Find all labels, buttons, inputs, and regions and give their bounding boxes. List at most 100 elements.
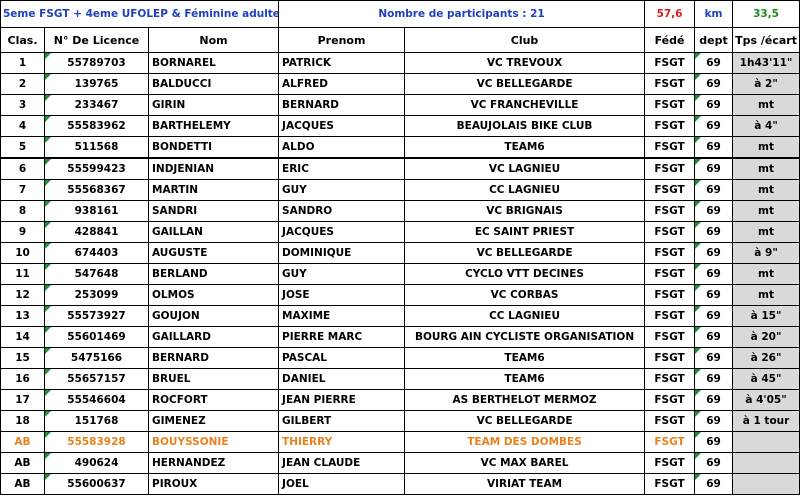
- cell-tps: mt: [732, 284, 800, 306]
- cell-tps: mt: [732, 157, 800, 180]
- cell-prenom: PIERRE MARC: [278, 326, 406, 348]
- cell-fede: FSGT: [644, 94, 696, 116]
- cell-licence: 55583928: [44, 431, 149, 453]
- cell-licence: 5475166: [44, 347, 149, 369]
- cell-tps: [732, 452, 800, 474]
- cell-dept: 69: [694, 431, 734, 453]
- cell-club: EC SAINT PRIEST: [404, 221, 646, 243]
- cell-nom: INDJENIAN: [147, 157, 280, 180]
- cell-licence: 547648: [44, 263, 149, 285]
- table-row: 15 5475166 BERNARD PASCAL TEAM6 FSGT 69 à 26": [0, 347, 800, 369]
- cell-clas: AB: [0, 452, 45, 474]
- cell-clas: 12: [0, 284, 45, 306]
- cell-licence: 151768: [44, 410, 149, 432]
- cell-fede: FSGT: [644, 179, 696, 201]
- cell-dept: 69: [694, 115, 734, 137]
- col-header-licence: N° De Licence: [44, 27, 149, 53]
- table-row: AB 490624 HERNANDEZ JEAN CLAUDE VC MAX BAREL…: [0, 452, 800, 474]
- average-speed: 33,5: [732, 0, 800, 28]
- cell-nom: GIRIN: [147, 94, 280, 116]
- cell-club: CC LAGNIEU: [404, 305, 646, 327]
- cell-dept: 69: [694, 179, 734, 201]
- cell-nom: BERLAND: [147, 263, 280, 285]
- table-row: 6 55599423 INDJENIAN ERIC VC LAGNIEU FSGT 69 mt: [0, 157, 800, 180]
- col-header-prenom: Prenom: [278, 27, 406, 53]
- cell-club: VC BELLEGARDE: [404, 410, 646, 432]
- cell-nom: AUGUSTE: [147, 242, 280, 264]
- cell-tps: mt: [732, 136, 800, 159]
- cell-tps: à 45": [732, 368, 800, 390]
- cell-club: VC BRIGNAIS: [404, 200, 646, 222]
- cell-clas: 14: [0, 326, 45, 348]
- cell-nom: GOUJON: [147, 305, 280, 327]
- cell-tps: à 1 tour: [732, 410, 800, 432]
- cell-licence: 55600637: [44, 473, 149, 495]
- cell-tps: à 26": [732, 347, 800, 369]
- cell-clas: 5: [0, 136, 45, 159]
- cell-dept: 69: [694, 157, 734, 180]
- cell-dept: 69: [694, 473, 734, 495]
- cell-licence: 55601469: [44, 326, 149, 348]
- cell-dept: 69: [694, 136, 734, 159]
- table-row: 10 674403 AUGUSTE DOMINIQUE VC BELLEGARDE FSG…: [0, 242, 800, 264]
- cell-nom: MARTIN: [147, 179, 280, 201]
- cell-tps: à 9": [732, 242, 800, 264]
- cell-licence: 428841: [44, 221, 149, 243]
- table-row: 13 55573927 GOUJON MAXIME CC LAGNIEU FSGT 69 à …: [0, 305, 800, 327]
- cell-fede: FSGT: [644, 284, 696, 306]
- cell-clas: 18: [0, 410, 45, 432]
- table-row: 5 511568 BONDETTI ALDO TEAM6 FSGT 69 mt: [0, 136, 800, 159]
- cell-club: CYCLO VTT DECINES: [404, 263, 646, 285]
- cell-prenom: JOSE: [278, 284, 406, 306]
- cell-fede: FSGT: [644, 221, 696, 243]
- cell-tps: mt: [732, 200, 800, 222]
- cell-clas: 7: [0, 179, 45, 201]
- cell-nom: HERNANDEZ: [147, 452, 280, 474]
- cell-licence: 55546604: [44, 389, 149, 411]
- cell-nom: BONDETTI: [147, 136, 280, 159]
- cell-clas: 11: [0, 263, 45, 285]
- cell-club: VC CORBAS: [404, 284, 646, 306]
- cell-clas: 3: [0, 94, 45, 116]
- cell-dept: 69: [694, 410, 734, 432]
- cell-club: BOURG AIN CYCLISTE ORGANISATION: [404, 326, 646, 348]
- cell-tps: à 15": [732, 305, 800, 327]
- cell-nom: BARTHELEMY: [147, 115, 280, 137]
- cell-prenom: JOEL: [278, 473, 406, 495]
- cell-tps: à 4": [732, 115, 800, 137]
- cell-tps: [732, 431, 800, 453]
- cell-club: TEAM6: [404, 136, 646, 159]
- cell-tps: mt: [732, 221, 800, 243]
- cell-licence: 139765: [44, 73, 149, 95]
- cell-prenom: GUY: [278, 179, 406, 201]
- cell-prenom: JACQUES: [278, 221, 406, 243]
- col-header-tps: Tps /écart: [732, 27, 800, 53]
- cell-fede: FSGT: [644, 52, 696, 74]
- cell-prenom: GILBERT: [278, 410, 406, 432]
- table-row: 18 151768 GIMENEZ GILBERT VC BELLEGARDE FSGT 6…: [0, 410, 800, 432]
- cell-fede: FSGT: [644, 73, 696, 95]
- cell-licence: 511568: [44, 136, 149, 159]
- cell-dept: 69: [694, 347, 734, 369]
- cell-dept: 69: [694, 263, 734, 285]
- cell-prenom: JEAN CLAUDE: [278, 452, 406, 474]
- cell-prenom: SANDRO: [278, 200, 406, 222]
- cell-prenom: ALDO: [278, 136, 406, 159]
- cell-nom: BALDUCCI: [147, 73, 280, 95]
- cell-nom: ROCFORT: [147, 389, 280, 411]
- col-header-club: Club: [404, 27, 646, 53]
- cell-fede: FSGT: [644, 410, 696, 432]
- column-header-row: Clas. N° De Licence Nom Prenom Club Fédé…: [0, 27, 800, 53]
- cell-clas: 8: [0, 200, 45, 222]
- cell-club: VC LAGNIEU: [404, 157, 646, 180]
- col-header-clas: Clas.: [0, 27, 45, 53]
- distance-value: 57,6: [644, 0, 696, 28]
- cell-nom: BOUYSSONIE: [147, 431, 280, 453]
- cell-licence: 55573927: [44, 305, 149, 327]
- table-row: AB 55583928 BOUYSSONIE THIERRY TEAM DES DOMB…: [0, 431, 800, 453]
- col-header-dept: dept: [694, 27, 734, 53]
- cell-fede: FSGT: [644, 200, 696, 222]
- cell-fede: FSGT: [644, 368, 696, 390]
- cell-dept: 69: [694, 326, 734, 348]
